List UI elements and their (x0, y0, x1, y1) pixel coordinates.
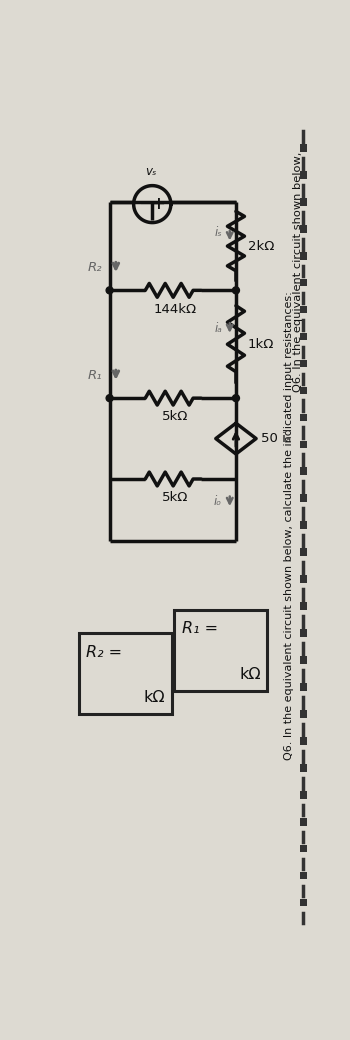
Bar (300, 306, 307, 313)
Bar (300, 629, 307, 636)
Circle shape (232, 287, 239, 294)
Text: +: + (152, 196, 166, 213)
Bar (300, 333, 307, 340)
Bar (300, 764, 307, 772)
Bar (300, 387, 307, 394)
Text: R₂ =: R₂ = (86, 645, 122, 659)
Circle shape (106, 395, 113, 401)
Text: vₛ: vₛ (145, 165, 156, 178)
Bar (300, 737, 307, 745)
Text: 1kΩ: 1kΩ (247, 338, 274, 350)
Circle shape (232, 395, 239, 401)
Text: R₁: R₁ (87, 368, 102, 382)
Bar (300, 414, 307, 421)
Circle shape (106, 287, 113, 294)
Text: iₒ: iₒ (214, 495, 222, 508)
Bar (300, 575, 307, 583)
Bar (300, 872, 307, 880)
Bar (300, 441, 307, 448)
Text: 2kΩ: 2kΩ (247, 239, 274, 253)
Text: kΩ: kΩ (144, 690, 166, 705)
Bar (300, 548, 307, 556)
Text: 50 iₐ: 50 iₐ (261, 432, 291, 445)
Text: R₂: R₂ (87, 261, 102, 274)
Bar (300, 683, 307, 691)
Bar (300, 790, 307, 799)
Bar (300, 252, 307, 260)
Text: R₁ =: R₁ = (182, 622, 218, 636)
Text: −: − (139, 196, 154, 213)
Text: 144kΩ: 144kΩ (153, 303, 196, 316)
Bar (300, 844, 307, 853)
Bar (300, 817, 307, 826)
Text: 5kΩ: 5kΩ (162, 491, 188, 504)
Bar (300, 602, 307, 609)
Bar (300, 279, 307, 286)
Text: kΩ: kΩ (239, 667, 261, 681)
Bar (300, 467, 307, 475)
Bar (300, 710, 307, 718)
Bar (300, 145, 307, 152)
Bar (300, 198, 307, 206)
Bar (300, 899, 307, 906)
Bar (300, 360, 307, 367)
Text: iₛ: iₛ (214, 226, 222, 239)
Text: 5kΩ: 5kΩ (162, 411, 188, 423)
Bar (300, 494, 307, 502)
Text: Q6. In the equivalent circuit shown below, calculate the indicated input resista: Q6. In the equivalent circuit shown belo… (284, 291, 294, 759)
Bar (300, 171, 307, 179)
Text: iₐ: iₐ (214, 321, 222, 335)
Bar (300, 656, 307, 664)
Text: Q6. In the equivalent circuit shown below,: Q6. In the equivalent circuit shown belo… (293, 152, 303, 392)
Bar (300, 521, 307, 529)
Bar (300, 225, 307, 233)
